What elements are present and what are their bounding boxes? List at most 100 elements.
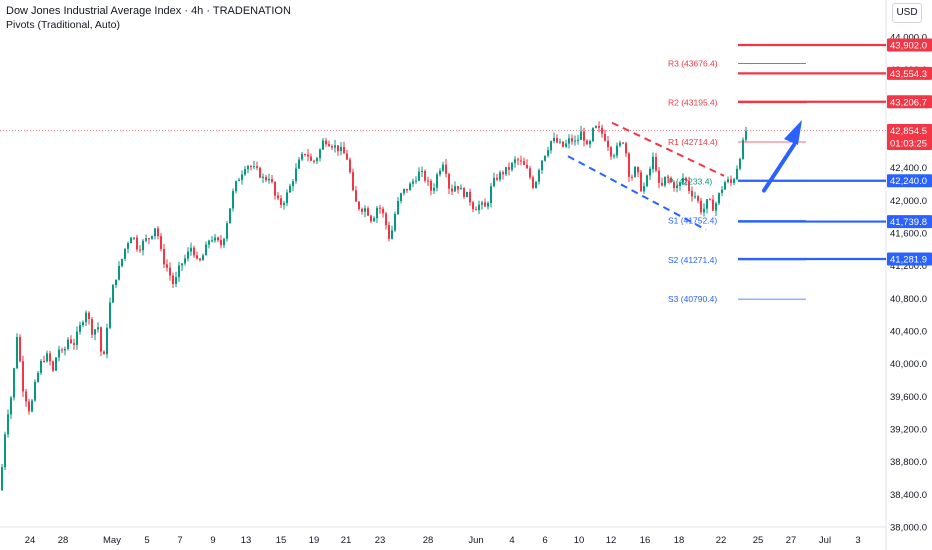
- y-tick-label: 42,000.0: [890, 196, 927, 207]
- price-tag-label: 41,739.8: [890, 217, 927, 228]
- x-tick-label: 28: [423, 535, 434, 546]
- candle: [409, 183, 411, 191]
- candle: [274, 181, 276, 196]
- candle: [400, 193, 402, 201]
- bullish-arrow-shaft: [762, 142, 796, 193]
- candle: [109, 302, 111, 328]
- candle: [625, 143, 627, 154]
- candle: [649, 168, 651, 176]
- price-tag-label: 43,902.0: [890, 41, 927, 52]
- candle: [334, 145, 336, 148]
- candle: [19, 337, 21, 362]
- candle: [199, 258, 201, 261]
- candle: [127, 243, 129, 249]
- indicator-label: Pivots (Traditional, Auto): [6, 19, 120, 31]
- y-tick-label: 40,400.0: [890, 327, 927, 338]
- candle: [358, 201, 360, 210]
- candle: [571, 138, 573, 142]
- candle: [346, 153, 348, 160]
- candle: [220, 240, 222, 246]
- candle: [664, 176, 666, 186]
- candle: [91, 319, 93, 335]
- candle: [565, 143, 567, 147]
- chart-title: Dow Jones Industrial Average Index · 4h …: [6, 5, 291, 17]
- candle: [691, 190, 693, 197]
- candle: [310, 156, 312, 161]
- candle: [382, 208, 384, 214]
- candle: [445, 164, 447, 175]
- candle: [721, 189, 723, 194]
- candle: [718, 193, 720, 204]
- candle: [223, 238, 225, 246]
- candle: [103, 351, 105, 355]
- candle: [121, 258, 123, 266]
- candle: [724, 182, 726, 190]
- candle: [58, 349, 60, 358]
- candle: [49, 353, 51, 362]
- candle: [517, 159, 519, 161]
- y-tick-label: 38,000.0: [890, 523, 927, 534]
- bullish-arrow-head: [784, 120, 802, 145]
- candle: [115, 279, 117, 286]
- currency-button[interactable]: USD: [892, 3, 922, 23]
- candle: [391, 230, 393, 239]
- candle: [421, 171, 423, 173]
- candle: [247, 166, 249, 170]
- x-tick-label: 28: [58, 535, 69, 546]
- candle: [16, 337, 18, 369]
- price-tag: [887, 38, 932, 52]
- pivot-label: R1 (42714.4): [668, 137, 718, 147]
- candle: [472, 202, 474, 210]
- candle: [430, 181, 432, 191]
- candle: [553, 137, 555, 142]
- candle: [745, 131, 747, 140]
- candle: [538, 170, 540, 182]
- candle: [484, 202, 486, 207]
- candle: [52, 361, 54, 371]
- candle: [595, 125, 597, 128]
- candle: [478, 204, 480, 211]
- candle: [28, 401, 30, 412]
- candle: [604, 133, 606, 141]
- candle: [31, 400, 33, 412]
- candle: [349, 159, 351, 173]
- candle: [253, 166, 255, 168]
- candle: [493, 177, 495, 187]
- candle: [7, 414, 9, 435]
- candle: [502, 172, 504, 175]
- bar-countdown: 01:03:25: [890, 139, 927, 150]
- candle: [574, 140, 576, 142]
- candle: [232, 191, 234, 209]
- candle: [730, 179, 732, 183]
- pivot-label: R3 (43676.4): [668, 58, 718, 68]
- candle: [250, 166, 252, 168]
- candle: [697, 196, 699, 201]
- candle: [532, 177, 534, 188]
- candle: [202, 255, 204, 261]
- candle: [292, 181, 294, 186]
- candle: [367, 208, 369, 216]
- candle: [118, 265, 120, 280]
- candle: [172, 275, 174, 284]
- candle: [619, 142, 621, 146]
- candle: [712, 199, 714, 211]
- pivot-label: P (42233.4): [668, 176, 712, 186]
- candle: [439, 170, 441, 175]
- candle: [337, 145, 339, 152]
- x-tick-label: 13: [241, 535, 252, 546]
- candle: [442, 164, 444, 171]
- candle: [160, 236, 162, 250]
- candle: [412, 181, 414, 184]
- candle: [535, 181, 537, 188]
- candle: [406, 188, 408, 191]
- candle: [106, 327, 108, 355]
- x-tick-label: 25: [753, 535, 764, 546]
- candle: [238, 179, 240, 182]
- candle: [601, 127, 603, 134]
- candle: [25, 391, 27, 402]
- candle: [268, 179, 270, 181]
- candle: [184, 258, 186, 264]
- candle: [661, 182, 663, 186]
- candle: [355, 190, 357, 202]
